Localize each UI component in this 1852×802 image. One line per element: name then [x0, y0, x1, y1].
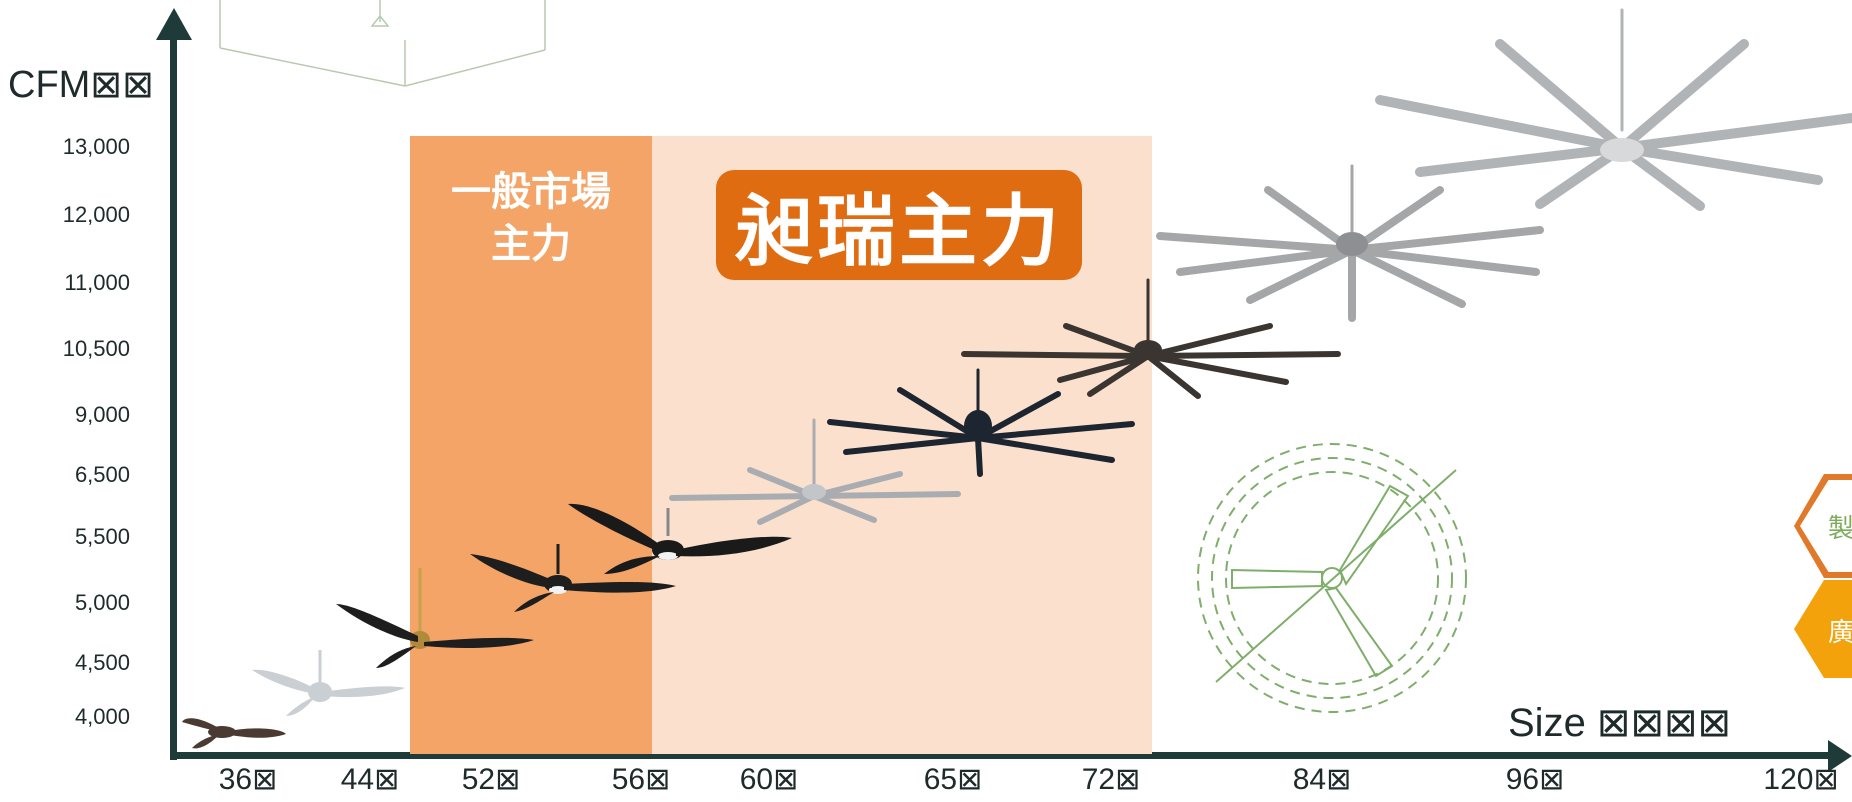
fan-84-icon	[961, 278, 1341, 399]
hex-badge-filled-text: 廣	[1828, 617, 1852, 647]
general-market-label: 一般市場 主力	[451, 170, 611, 266]
y-tick-label: 6,500	[74, 462, 130, 487]
fan-52-icon	[336, 568, 534, 668]
x-tick-label: 65⊠	[923, 763, 983, 796]
x-tick-label: 120⊠	[1763, 763, 1839, 796]
y-tick-label: 5,000	[74, 590, 130, 615]
x-tick-label: 44⊠	[340, 763, 400, 796]
fan-96-icon	[1156, 164, 1544, 322]
hex-badge-text: 製	[1828, 513, 1852, 543]
x-tick-label: 60⊠	[739, 763, 799, 796]
x-tick-label: 56⊠	[611, 763, 671, 796]
x-tick-label: 96⊠	[1505, 763, 1565, 796]
fan-65-icon	[669, 418, 961, 525]
fan-56-icon	[470, 544, 676, 612]
y-axis-title: CFM⊠⊠	[8, 64, 154, 106]
x-tick-label: 36⊠	[218, 763, 278, 796]
main-market-label: 昶瑞主力	[734, 187, 1063, 275]
main-market-badge: 昶瑞主力	[716, 170, 1082, 280]
fan-120-icon	[1375, 8, 1852, 211]
x-axis-title: Size ⊠⊠⊠⊠	[1508, 701, 1731, 745]
x-tick-label: 72⊠	[1081, 763, 1141, 796]
general-market-band	[410, 136, 652, 754]
y-tick-label: 11,000	[64, 270, 130, 295]
y-tick-label: 9,000	[74, 402, 130, 427]
y-tick-label: 5,500	[74, 524, 130, 549]
y-tick-label: 4,000	[74, 704, 130, 729]
fan-44-icon	[252, 650, 405, 716]
x-axis	[170, 752, 1842, 759]
y-tick-label: 4,500	[74, 650, 130, 675]
fan-72-icon	[827, 368, 1135, 477]
y-tick-label: 10,500	[62, 336, 130, 361]
fan-36-icon	[182, 718, 286, 749]
y-tick-label: 13,000	[62, 134, 130, 159]
y-tick-label: 12,000	[62, 202, 130, 227]
x-axis-arrow	[1828, 740, 1852, 772]
y-axis	[170, 30, 177, 760]
room-wireframe-icon	[219, 0, 546, 87]
fan-blade-sketch-icon	[1197, 443, 1467, 713]
x-tick-label: 84⊠	[1292, 763, 1352, 796]
x-tick-label: 52⊠	[461, 763, 521, 796]
fan-60-icon	[568, 503, 792, 574]
